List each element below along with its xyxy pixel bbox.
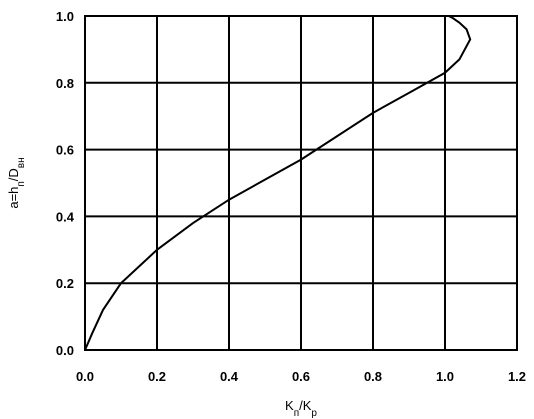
plot-frame [84, 15, 518, 351]
svg-text:Kп/Kр: Kп/Kр [285, 398, 317, 419]
series-line [84, 15, 472, 351]
y-tick-label: 1.0 [56, 9, 74, 24]
x-tick-label: 0.2 [148, 369, 166, 384]
svg-text:a=hп/Dвн: a=hп/Dвн [6, 157, 27, 208]
x-tick-label: 0.8 [364, 369, 382, 384]
y-tick-label: 0.2 [56, 276, 74, 291]
x-tick-label: 1.2 [508, 369, 526, 384]
y-tick-label: 0.8 [56, 76, 74, 91]
y-tick-label: 0.6 [56, 143, 74, 158]
x-tick-label: 1.0 [436, 369, 454, 384]
y-tick-label: 0.0 [56, 343, 74, 358]
x-tick-label: 0.4 [220, 369, 239, 384]
x-axis-title: Kп/Kр [285, 398, 317, 419]
x-tick-label: 0.0 [76, 369, 94, 384]
x-tick-label: 0.6 [292, 369, 310, 384]
y-tick-label: 0.4 [56, 209, 75, 224]
series-layer [84, 15, 472, 351]
y-axis-title: a=hп/Dвн [6, 157, 27, 208]
y-tick-labels: 0.0 0.2 0.4 0.6 0.8 1.0 [56, 9, 75, 358]
x-tick-labels: 0.0 0.2 0.4 0.6 0.8 1.0 1.2 [76, 369, 526, 384]
